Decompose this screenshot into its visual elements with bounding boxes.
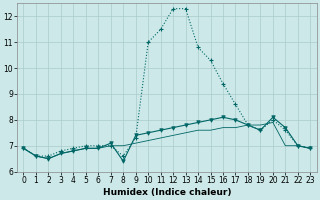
X-axis label: Humidex (Indice chaleur): Humidex (Indice chaleur): [103, 188, 231, 197]
